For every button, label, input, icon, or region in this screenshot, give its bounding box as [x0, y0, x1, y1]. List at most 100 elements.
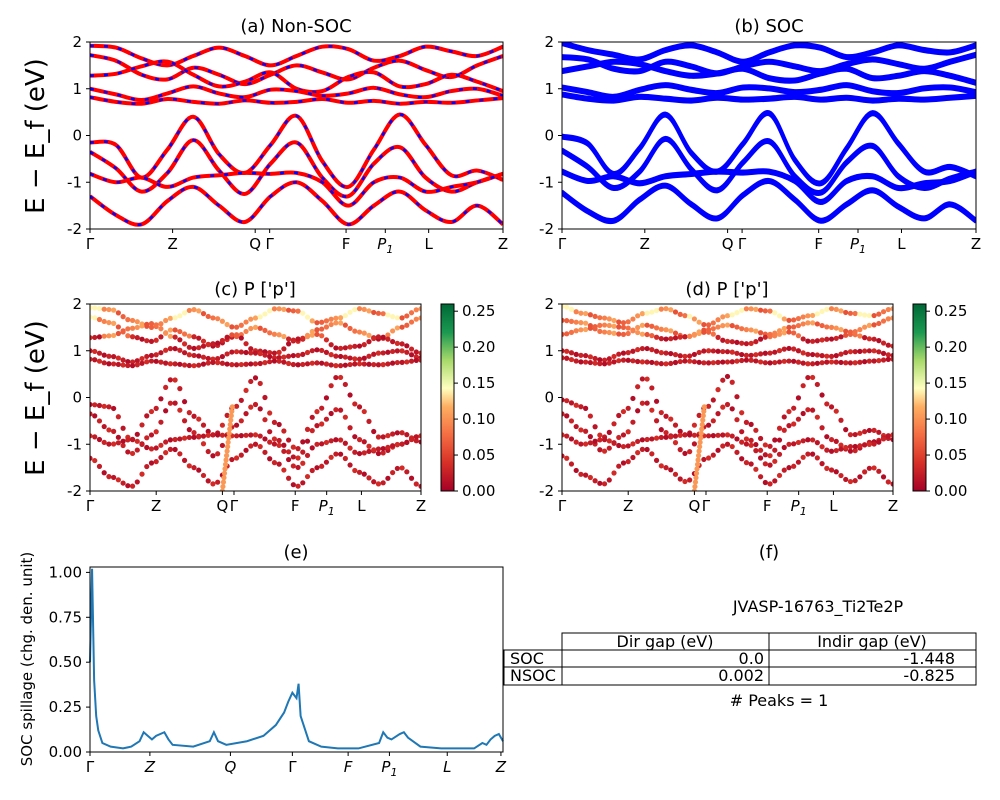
projection-point — [843, 476, 849, 483]
projection-point — [880, 340, 887, 346]
projection-point — [106, 306, 112, 313]
projection-point — [649, 333, 655, 339]
projection-point — [644, 331, 650, 338]
projection-point — [697, 444, 703, 450]
projection-point — [361, 361, 367, 367]
projection-point — [653, 325, 660, 331]
projection-point — [691, 422, 698, 428]
projection-point — [106, 441, 112, 447]
projection-point — [668, 328, 674, 334]
projection-point — [215, 479, 221, 485]
projection-point — [129, 359, 136, 365]
projection-point — [639, 376, 645, 382]
projection-point — [352, 306, 358, 313]
projection-point — [380, 445, 386, 452]
projection-point — [653, 348, 660, 354]
projection-point — [800, 350, 806, 356]
projection-point — [772, 359, 778, 366]
projection-point — [838, 334, 844, 340]
projection-point — [767, 481, 773, 487]
projection-point — [715, 432, 721, 438]
projection-point — [880, 474, 887, 480]
projection-point — [115, 330, 121, 337]
projection-point — [705, 403, 712, 409]
projection-point — [338, 353, 344, 360]
projection-point — [243, 319, 249, 325]
projection-point — [562, 348, 565, 354]
projection-point — [215, 340, 221, 346]
projection-point — [248, 378, 254, 385]
projection-point — [144, 338, 150, 344]
projection-point — [295, 308, 301, 314]
projection-point — [597, 328, 603, 334]
projection-point — [323, 416, 330, 422]
projection-point — [172, 436, 178, 443]
projection-point — [371, 309, 377, 316]
projection-point — [342, 414, 348, 420]
projection-point — [238, 322, 244, 328]
projection-point — [663, 413, 669, 419]
band-line-blue-split — [562, 42, 976, 62]
projection-point — [153, 352, 159, 358]
projection-point — [668, 350, 674, 357]
projection-point — [144, 463, 150, 470]
projection-point — [672, 352, 679, 358]
projection-point — [129, 325, 136, 331]
projection-point — [314, 360, 320, 366]
projection-point — [210, 453, 216, 459]
projection-point — [767, 443, 773, 449]
projection-point — [862, 348, 868, 354]
projection-point — [753, 441, 759, 448]
projection-point — [776, 437, 783, 443]
projection-point — [338, 315, 344, 321]
projection-point — [304, 473, 311, 480]
projection-point — [224, 334, 230, 340]
projection-point — [862, 469, 868, 475]
panel-a-xtick-label: Γ — [265, 235, 274, 253]
projection-point — [857, 443, 863, 449]
projection-point — [177, 407, 183, 413]
projection-point — [630, 316, 636, 322]
projection-point — [781, 316, 787, 322]
projection-point — [257, 325, 263, 331]
projection-point — [290, 444, 296, 450]
projection-point — [838, 417, 844, 423]
projection-point — [583, 405, 589, 411]
projection-point — [693, 475, 699, 481]
projection-point — [92, 315, 98, 321]
projection-point — [687, 477, 693, 483]
projection-point — [226, 435, 232, 441]
projection-point — [734, 350, 740, 356]
projection-point — [573, 328, 579, 334]
projection-point — [319, 347, 325, 354]
projection-point — [186, 434, 192, 441]
projection-point — [167, 346, 173, 352]
projection-point — [328, 342, 334, 348]
projection-point — [191, 363, 197, 369]
projection-point — [663, 350, 669, 356]
projection-point — [352, 343, 358, 349]
projection-point — [286, 307, 292, 313]
projection-point — [715, 447, 721, 453]
projection-point — [413, 481, 419, 487]
projection-point — [153, 358, 159, 364]
projection-point — [876, 439, 882, 445]
projection-point — [129, 363, 136, 369]
projection-point — [111, 428, 117, 434]
projection-point — [814, 381, 820, 388]
projection-point — [352, 449, 358, 455]
projection-point — [639, 331, 645, 337]
projection-point — [800, 438, 806, 444]
projection-point — [338, 320, 344, 326]
projection-point — [323, 349, 330, 355]
projection-point — [776, 451, 783, 457]
projection-point — [758, 330, 764, 336]
panel-c-title: (c) P ['p'] — [214, 279, 296, 300]
projection-point — [385, 349, 391, 355]
projection-point — [843, 360, 849, 366]
projection-point — [824, 324, 830, 330]
projection-point — [758, 447, 764, 453]
projection-point — [606, 477, 612, 483]
projection-point — [663, 430, 669, 436]
projection-point — [120, 362, 126, 368]
